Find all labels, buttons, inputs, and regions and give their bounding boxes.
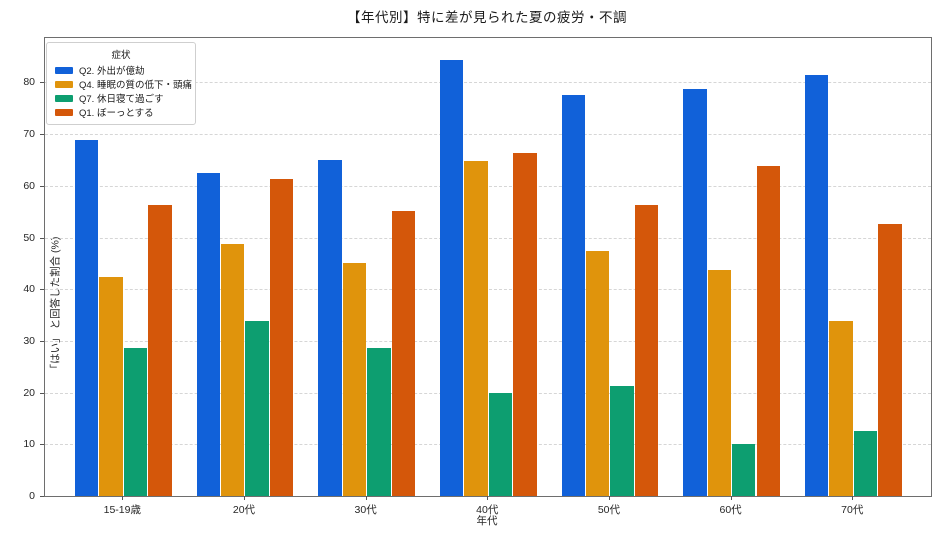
legend-item-label: Q1. ぼーっとする (79, 108, 154, 119)
gridline-y-10 (45, 444, 931, 446)
bar (148, 204, 172, 496)
y-tick-mark (40, 496, 44, 497)
legend-swatch-icon (55, 94, 73, 102)
x-tick-label: 70代 (841, 504, 864, 516)
legend-swatch-icon (55, 80, 73, 88)
legend-swatch-icon (55, 108, 73, 116)
y-tick-label: 20 (23, 386, 35, 399)
y-tick-mark (40, 340, 44, 342)
x-tick-label: 60代 (719, 504, 742, 516)
bar (829, 321, 853, 496)
x-tick-mark (122, 496, 124, 500)
gridline-y-30 (45, 340, 931, 342)
gridline-y-20 (45, 392, 931, 394)
y-tick-label: 70 (23, 128, 35, 141)
bar (732, 444, 756, 496)
legend-swatch-icon (55, 66, 73, 74)
x-axis-label: 年代 (476, 515, 498, 527)
x-tick-mark (730, 496, 732, 500)
bar (683, 88, 707, 496)
legend-item: Q7. 休日寝て過ごす (55, 91, 187, 105)
y-tick-mark (40, 444, 44, 446)
bar (123, 347, 148, 496)
bar (878, 224, 902, 496)
y-tick-mark (40, 185, 44, 187)
x-tick-label: 50代 (597, 504, 621, 516)
bar (367, 347, 391, 496)
bar (634, 204, 659, 496)
bar (269, 179, 294, 496)
y-axis-label: 「はい」 と回答した割合 (%) (49, 236, 62, 375)
bar (196, 173, 221, 496)
bar (245, 321, 269, 496)
bar (221, 243, 245, 496)
bar (439, 60, 464, 496)
bar (513, 153, 537, 496)
gridline-y-50 (45, 237, 931, 239)
bar (610, 386, 634, 496)
bar (99, 276, 123, 496)
legend-item: Q4. 睡眠の質の低下・頭痛 (55, 77, 192, 91)
legend-title: 症状 (111, 50, 131, 61)
x-tick-label: 20代 (232, 504, 256, 516)
y-tick-mark (40, 392, 44, 394)
bar (488, 392, 513, 496)
legend-item-label: Q7. 休日寝て過ごす (79, 94, 164, 105)
gridline-y-40 (45, 289, 931, 291)
bar (391, 211, 415, 496)
plot-area: 「はい」 と回答した割合 (%) 0 10 20 30 40 50 60 70 80 (23, 37, 932, 502)
legend-item-label: Q4. 睡眠の質の低下・頭痛 (79, 80, 192, 91)
gridline-y-70 (45, 134, 931, 136)
bar (75, 139, 99, 496)
x-tick-mark (365, 496, 367, 500)
y-tick-label: 80 (23, 76, 35, 89)
bar (464, 160, 488, 496)
y-tick-label: 50 (23, 231, 35, 244)
y-tick-mark (40, 289, 44, 291)
x-tick-label: 30代 (354, 504, 377, 516)
y-tick-label: 40 (23, 283, 35, 296)
legend: 症状 Q2. 外出が億劫 Q4. 睡眠の質の低下・頭痛 Q7. 休日寝て過ごす Q1.… (46, 42, 196, 125)
bar (707, 270, 732, 496)
y-tick-label: 60 (23, 179, 35, 192)
y-tick-mark (40, 134, 44, 136)
chart-title: 【年代別】特に差が見られた夏の疲労・不調 (347, 10, 627, 25)
x-tick-mark (243, 496, 245, 500)
y-tick-mark (40, 82, 44, 84)
bar (342, 262, 367, 496)
y-tick-label: 30 (23, 334, 35, 347)
legend-item: Q1. ぼーっとする (55, 105, 187, 119)
y-tick-mark (40, 237, 44, 239)
bar (804, 74, 829, 496)
legend-item: Q2. 外出が億劫 (55, 63, 187, 77)
bar (756, 166, 780, 496)
x-tick-label: 15-19歳 (103, 504, 141, 516)
bar (853, 431, 878, 496)
x-tick-mark (608, 496, 610, 500)
bar (561, 95, 586, 496)
gridline-y-60 (45, 185, 931, 187)
x-tick-label: 40代 (476, 504, 499, 516)
y-tick-label: 0 (29, 490, 35, 502)
legend-items: Q2. 外出が億劫 Q4. 睡眠の質の低下・頭痛 Q7. 休日寝て過ごす Q1. ぼー… (55, 63, 192, 119)
y-tick-label: 10 (23, 438, 35, 451)
bar (586, 250, 610, 496)
x-tick-mark (487, 496, 489, 500)
gridline-y-80 (45, 82, 931, 84)
bar (318, 159, 342, 496)
x-tick-mark (852, 496, 854, 500)
legend-item-label: Q2. 外出が億劫 (79, 66, 145, 77)
